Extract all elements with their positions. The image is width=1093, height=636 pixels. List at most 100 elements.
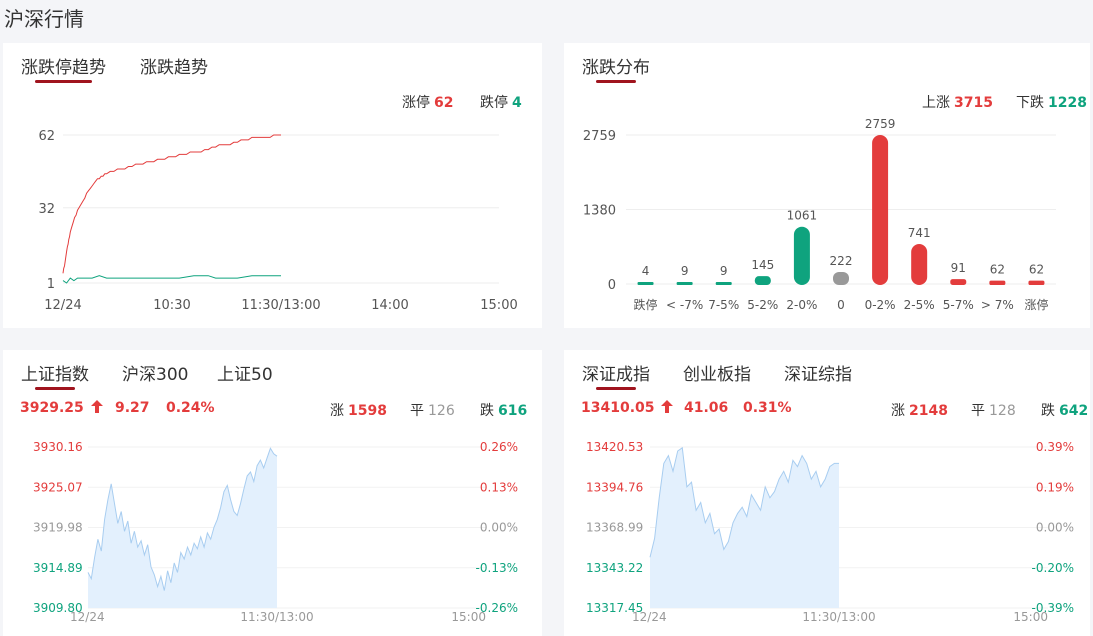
bar-value-label: 9: [681, 264, 689, 278]
bar-value-label: 9: [720, 264, 728, 278]
bar: [637, 282, 654, 285]
y-tick-right-label: -0.20%: [1032, 561, 1074, 575]
category-label: 5-7%: [943, 298, 974, 312]
y-tick-right-label: -0.13%: [476, 561, 518, 575]
bar: [911, 243, 928, 285]
sz-down-count: 642: [1059, 403, 1089, 419]
sz-index-chart: 13420.53 0.39% 13394.76 0.19% 13368.99 0.00% 1…: [586, 440, 1074, 624]
tab-chinext[interactable]: 创业板指: [683, 365, 751, 385]
page-title: 沪深行情: [4, 7, 84, 31]
limit-down-value: 4: [512, 95, 522, 111]
tab-szse-component[interactable]: 深证成指: [582, 360, 650, 390]
bar: [715, 282, 732, 285]
y-tick-left-label: 13394.76: [586, 480, 643, 494]
rise-count-value: 3715: [954, 95, 993, 111]
sz-index-change: 41.06: [684, 400, 729, 416]
sh-flat-label: 平: [410, 403, 424, 419]
distribution-chart: 2759 1380 0 4 跌停 9 < -7% 9 7-5% 145 5-2% 1061 2-0% 22…: [583, 117, 1056, 312]
sh-price-value: 3929.25: [20, 400, 84, 416]
sz-flat-stat: 平 128: [971, 400, 1016, 420]
sz-flat-label: 平: [971, 403, 985, 419]
tab-limit-trend[interactable]: 涨跌停趋势: [21, 53, 106, 83]
category-label: < -7%: [666, 298, 703, 312]
category-label: 2-5%: [904, 298, 935, 312]
arrow-up-icon: [661, 400, 674, 413]
y-tick-left-label: 3930.16: [33, 440, 83, 454]
y-tick-label: 32: [38, 202, 55, 217]
tab-distribution[interactable]: 涨跌分布: [582, 53, 650, 83]
index-line: [649, 446, 839, 558]
sh-index-panel: 上证指数 沪深300 上证50 3929.25 9.27 0.24% 涨 1598…: [3, 350, 542, 636]
y-tick-right-label: 0.00%: [480, 521, 518, 535]
sh-index-pct: 0.24%: [166, 400, 215, 416]
sz-up-label: 涨: [891, 403, 905, 419]
y-tick-left-label: 13343.22: [586, 561, 643, 575]
y-tick-left-label: 3914.89: [33, 561, 83, 575]
index-area: [650, 447, 839, 608]
sh-up-label: 涨: [330, 403, 344, 419]
tab-sse-composite[interactable]: 上证指数: [21, 360, 89, 390]
bar-value-label: 91: [951, 261, 966, 275]
category-label: 0: [837, 298, 845, 312]
x-tick-label: 11:30/13:00: [802, 610, 875, 624]
limit-up-label: 涨停: [402, 95, 430, 111]
x-tick-label: 12/24: [632, 610, 667, 624]
y-tick-right-label: 0.13%: [480, 480, 518, 494]
bar: [950, 279, 967, 285]
y-tick-left-label: 13368.99: [586, 521, 643, 535]
sz-down-label: 跌: [1041, 403, 1055, 419]
index-line: [87, 447, 278, 591]
sz-up-count: 2148: [909, 403, 948, 419]
y-tick-left-label: 3909.80: [33, 601, 83, 615]
sz-price-value: 13410.05: [581, 400, 655, 416]
y-tick-right-label: 0.39%: [1036, 440, 1074, 454]
y-tick-left-label: 13317.45: [586, 601, 643, 615]
y-tick-label: 1: [47, 277, 55, 292]
tab-up-down-trend[interactable]: 涨跌趋势: [140, 58, 208, 78]
sh-flat-stat: 平 126: [410, 400, 455, 420]
x-tick-label: 11:30/13:00: [241, 298, 320, 313]
bar: [793, 226, 810, 285]
bar-value-label: 62: [990, 263, 1005, 277]
category-label: 5-2%: [747, 298, 778, 312]
y-tick-label: 0: [608, 278, 616, 293]
fall-count-value: 1228: [1048, 95, 1087, 111]
y-tick-right-label: 0.19%: [1036, 480, 1074, 494]
category-label: > 7%: [981, 298, 1014, 312]
bar: [1028, 280, 1045, 285]
bar-value-label: 62: [1029, 263, 1044, 277]
limit-up-value: 62: [434, 95, 454, 111]
sz-index-pct: 0.31%: [743, 400, 792, 416]
y-tick-label: 1380: [583, 203, 616, 218]
sh-index-price: 3929.25: [20, 400, 103, 416]
bar: [989, 280, 1006, 285]
category-label: 0-2%: [865, 298, 896, 312]
x-tick-label: 12/24: [44, 298, 81, 313]
sh-up-stat: 涨 1598: [330, 400, 387, 420]
tab-szse-composite[interactable]: 深证综指: [784, 365, 852, 385]
tab-csi300[interactable]: 沪深300: [122, 365, 189, 385]
y-tick-label: 62: [38, 129, 55, 144]
bar-value-label: 2759: [865, 117, 896, 131]
x-tick-label: 15:00: [1013, 610, 1048, 624]
sh-down-stat: 跌 616: [480, 400, 527, 420]
fall-count-stat: 下跌 1228: [1016, 92, 1087, 112]
y-tick-right-label: 0.26%: [480, 440, 518, 454]
tab-sse50[interactable]: 上证50: [217, 365, 273, 385]
sz-flat-count: 128: [989, 403, 1016, 419]
bar-value-label: 145: [751, 258, 774, 272]
distribution-panel: 涨跌分布 上涨 3715 下跌 1228 2759 1380 0 4 跌停 9 < -7% 9 7-…: [564, 43, 1090, 328]
sh-index-change: 9.27: [115, 400, 150, 416]
bar: [754, 276, 771, 285]
limit-down-series-line: [62, 275, 281, 284]
limit-trend-chart: 62 32 1 12/24 10:30 11:30/13:00 14:00 15:00: [38, 129, 517, 313]
limit-up-stat: 涨停 62: [402, 92, 453, 112]
fall-count-label: 下跌: [1016, 95, 1044, 111]
x-tick-label: 15:00: [451, 610, 486, 624]
bar: [676, 282, 693, 285]
index-area: [88, 448, 277, 608]
sh-down-label: 跌: [480, 403, 494, 419]
y-tick-right-label: -0.39%: [1032, 601, 1074, 615]
x-tick-label: 12/24: [70, 610, 105, 624]
arrow-up-icon: [90, 400, 103, 413]
